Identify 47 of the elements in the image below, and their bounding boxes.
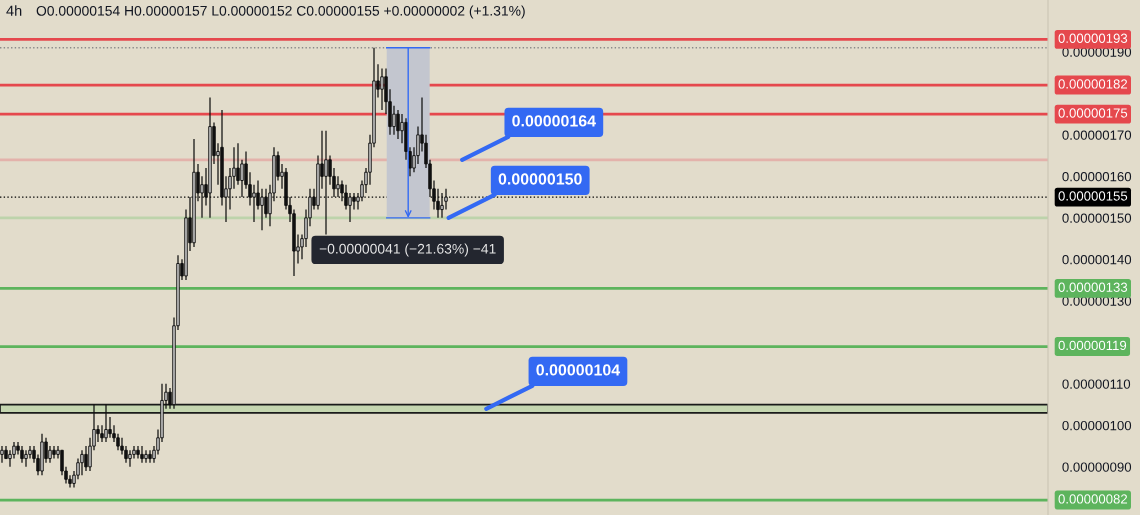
annotation: 0.00000164 [512,115,596,127]
candlestick [84,445,88,472]
y-tick-label: 0.00000090 [1062,462,1132,472]
candlestick [96,424,100,443]
candlestick [324,130,328,236]
y-tick-label: 0.00000130 [1062,296,1132,306]
y-tick-label: 0.00000150 [1062,213,1132,223]
y-tick-label: 0.00000160 [1062,171,1132,182]
candlestick [148,449,152,464]
candlestick [396,109,400,140]
candlestick [260,188,264,231]
y-tick-label: 0.00000110 [1062,379,1131,389]
ref-line-label: 0.00000133 [1058,282,1128,292]
ref-line-label: 0.00000182 [1058,79,1128,89]
y-tick-label: 0.00000190 [1062,47,1132,57]
annotation: −0.00000041 (−21.63%) −41 [319,243,496,257]
ref-line-label: 0.00000082 [1058,494,1128,504]
candlestick [352,192,356,211]
y-tick-label: 0.00000100 [1062,420,1132,431]
candlestick [24,449,28,468]
candlestick [380,67,384,111]
candlestick [440,192,444,219]
candlestick [348,192,352,223]
chart-title: 4h [6,5,22,16]
candlestick [0,445,4,464]
ref-line-label: 0.00000175 [1058,108,1128,118]
annotation: 0.00000104 [536,364,621,376]
candlestick [392,105,396,136]
candlestick [236,142,240,186]
candlestick [144,449,148,464]
candlestick [52,445,56,460]
candlestick [128,449,132,468]
ref-line-label: 0.00000119 [1058,340,1127,351]
annotation: 0.00000150 [498,173,582,185]
candlestick [108,416,112,439]
candlestick [140,445,144,464]
candlestick [200,175,204,219]
y-tick-label: 0.00000140 [1062,254,1132,265]
ref-line-label: 0.00000155 [1058,191,1128,201]
candlestick [80,449,84,476]
candlestick [336,175,340,198]
candlestick [136,445,140,460]
ref-line-label: 0.00000193 [1058,33,1128,43]
y-tick-label: 0.00000170 [1062,130,1132,140]
candlestick [100,424,104,443]
candlestick [252,184,256,223]
chart-subtitle: O0.00000154 H0.00000157 L0.00000152 C0.00000155 +0.00000002 (+1.31%) [36,5,525,19]
